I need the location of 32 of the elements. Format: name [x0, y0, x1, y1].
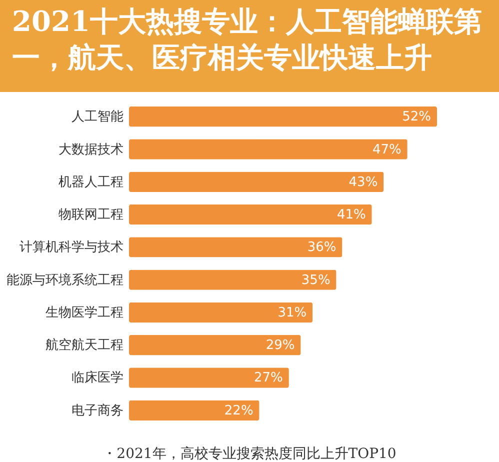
y-tick-label: 航空航天工程	[46, 338, 124, 354]
data-label: 27%	[254, 370, 283, 386]
y-tick-label: 临床医学	[72, 370, 124, 386]
y-tick-label: 大数据技术	[58, 142, 124, 158]
bar	[129, 139, 408, 160]
y-tick-label: 人工智能	[72, 110, 124, 125]
bar	[129, 334, 301, 356]
y-tick-label: 计算机科学与技术	[20, 240, 124, 256]
data-label: 43%	[348, 174, 378, 190]
bar	[129, 204, 372, 225]
bar	[129, 106, 437, 127]
bar	[129, 270, 336, 290]
chart-title: 2021十大热搜专业：人工智能蝉联第一，航天、医疗相关专业快速上升	[0, 0, 499, 92]
data-label: 52%	[402, 110, 431, 125]
bar	[129, 302, 313, 323]
bar	[129, 400, 260, 420]
data-label: 31%	[278, 305, 307, 320]
data-label: 29%	[266, 338, 295, 354]
data-label: 47%	[372, 142, 402, 158]
y-tick-label: 能源与环境系统工程	[6, 272, 124, 288]
data-label: 41%	[336, 208, 366, 223]
data-label: 36%	[307, 240, 336, 256]
y-tick-label: 生物医学工程	[46, 305, 124, 320]
bar	[129, 172, 384, 192]
bar	[129, 237, 342, 258]
y-tick-label: 机器人工程	[58, 174, 124, 190]
data-label: 22%	[224, 403, 254, 418]
bar	[129, 368, 289, 388]
y-tick-label: 物联网工程	[58, 208, 124, 223]
text: ・2021年，高校专业搜索热度同比上升TOP10	[102, 445, 398, 462]
data-label: 35%	[301, 272, 330, 288]
y-tick-label: 电子商务	[72, 403, 124, 418]
